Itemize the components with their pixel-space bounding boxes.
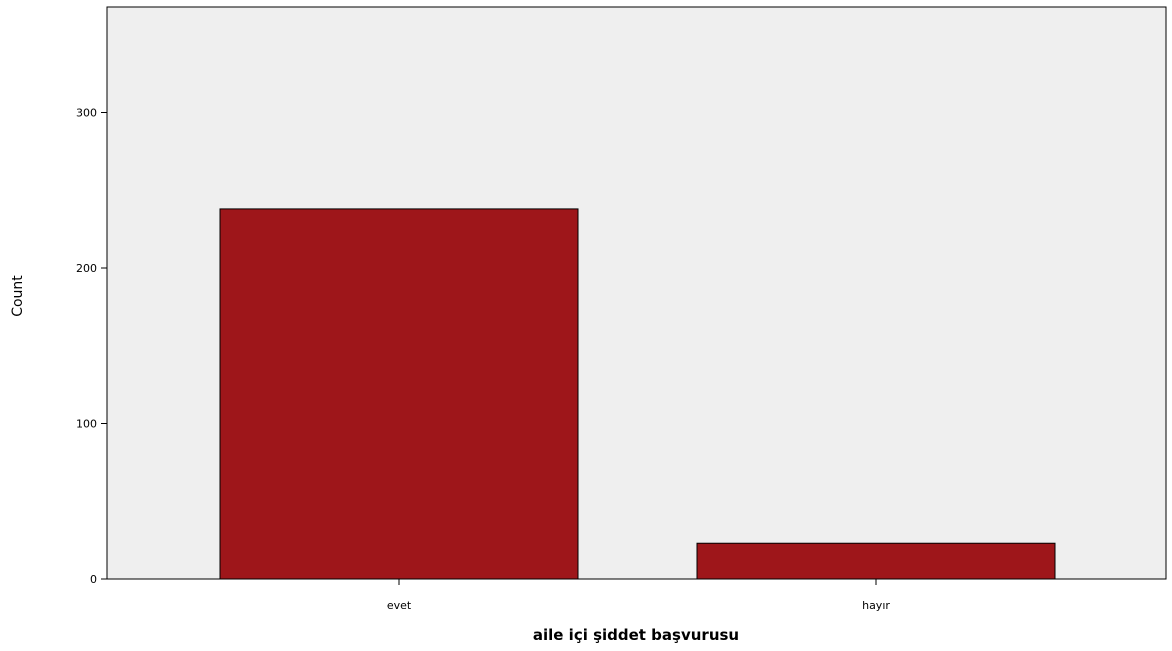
bar-1 (696, 542, 1056, 580)
y-tick-label-2: 200 (76, 262, 97, 275)
y-tick-label-3: 300 (76, 107, 97, 120)
x-axis: evet hayır (387, 579, 890, 612)
bars-group (219, 208, 1056, 580)
y-axis-title: Count (10, 275, 26, 317)
x-tick-label-0: evet (387, 599, 412, 612)
x-tick-label-1: hayır (862, 599, 890, 612)
y-tick-label-0: 0 (90, 573, 97, 586)
y-axis: 0 100 200 300 (76, 107, 107, 586)
bar-0 (219, 208, 579, 580)
x-axis-title: aile içi şiddet başvurusu (533, 626, 739, 644)
y-tick-label-1: 100 (76, 418, 97, 431)
